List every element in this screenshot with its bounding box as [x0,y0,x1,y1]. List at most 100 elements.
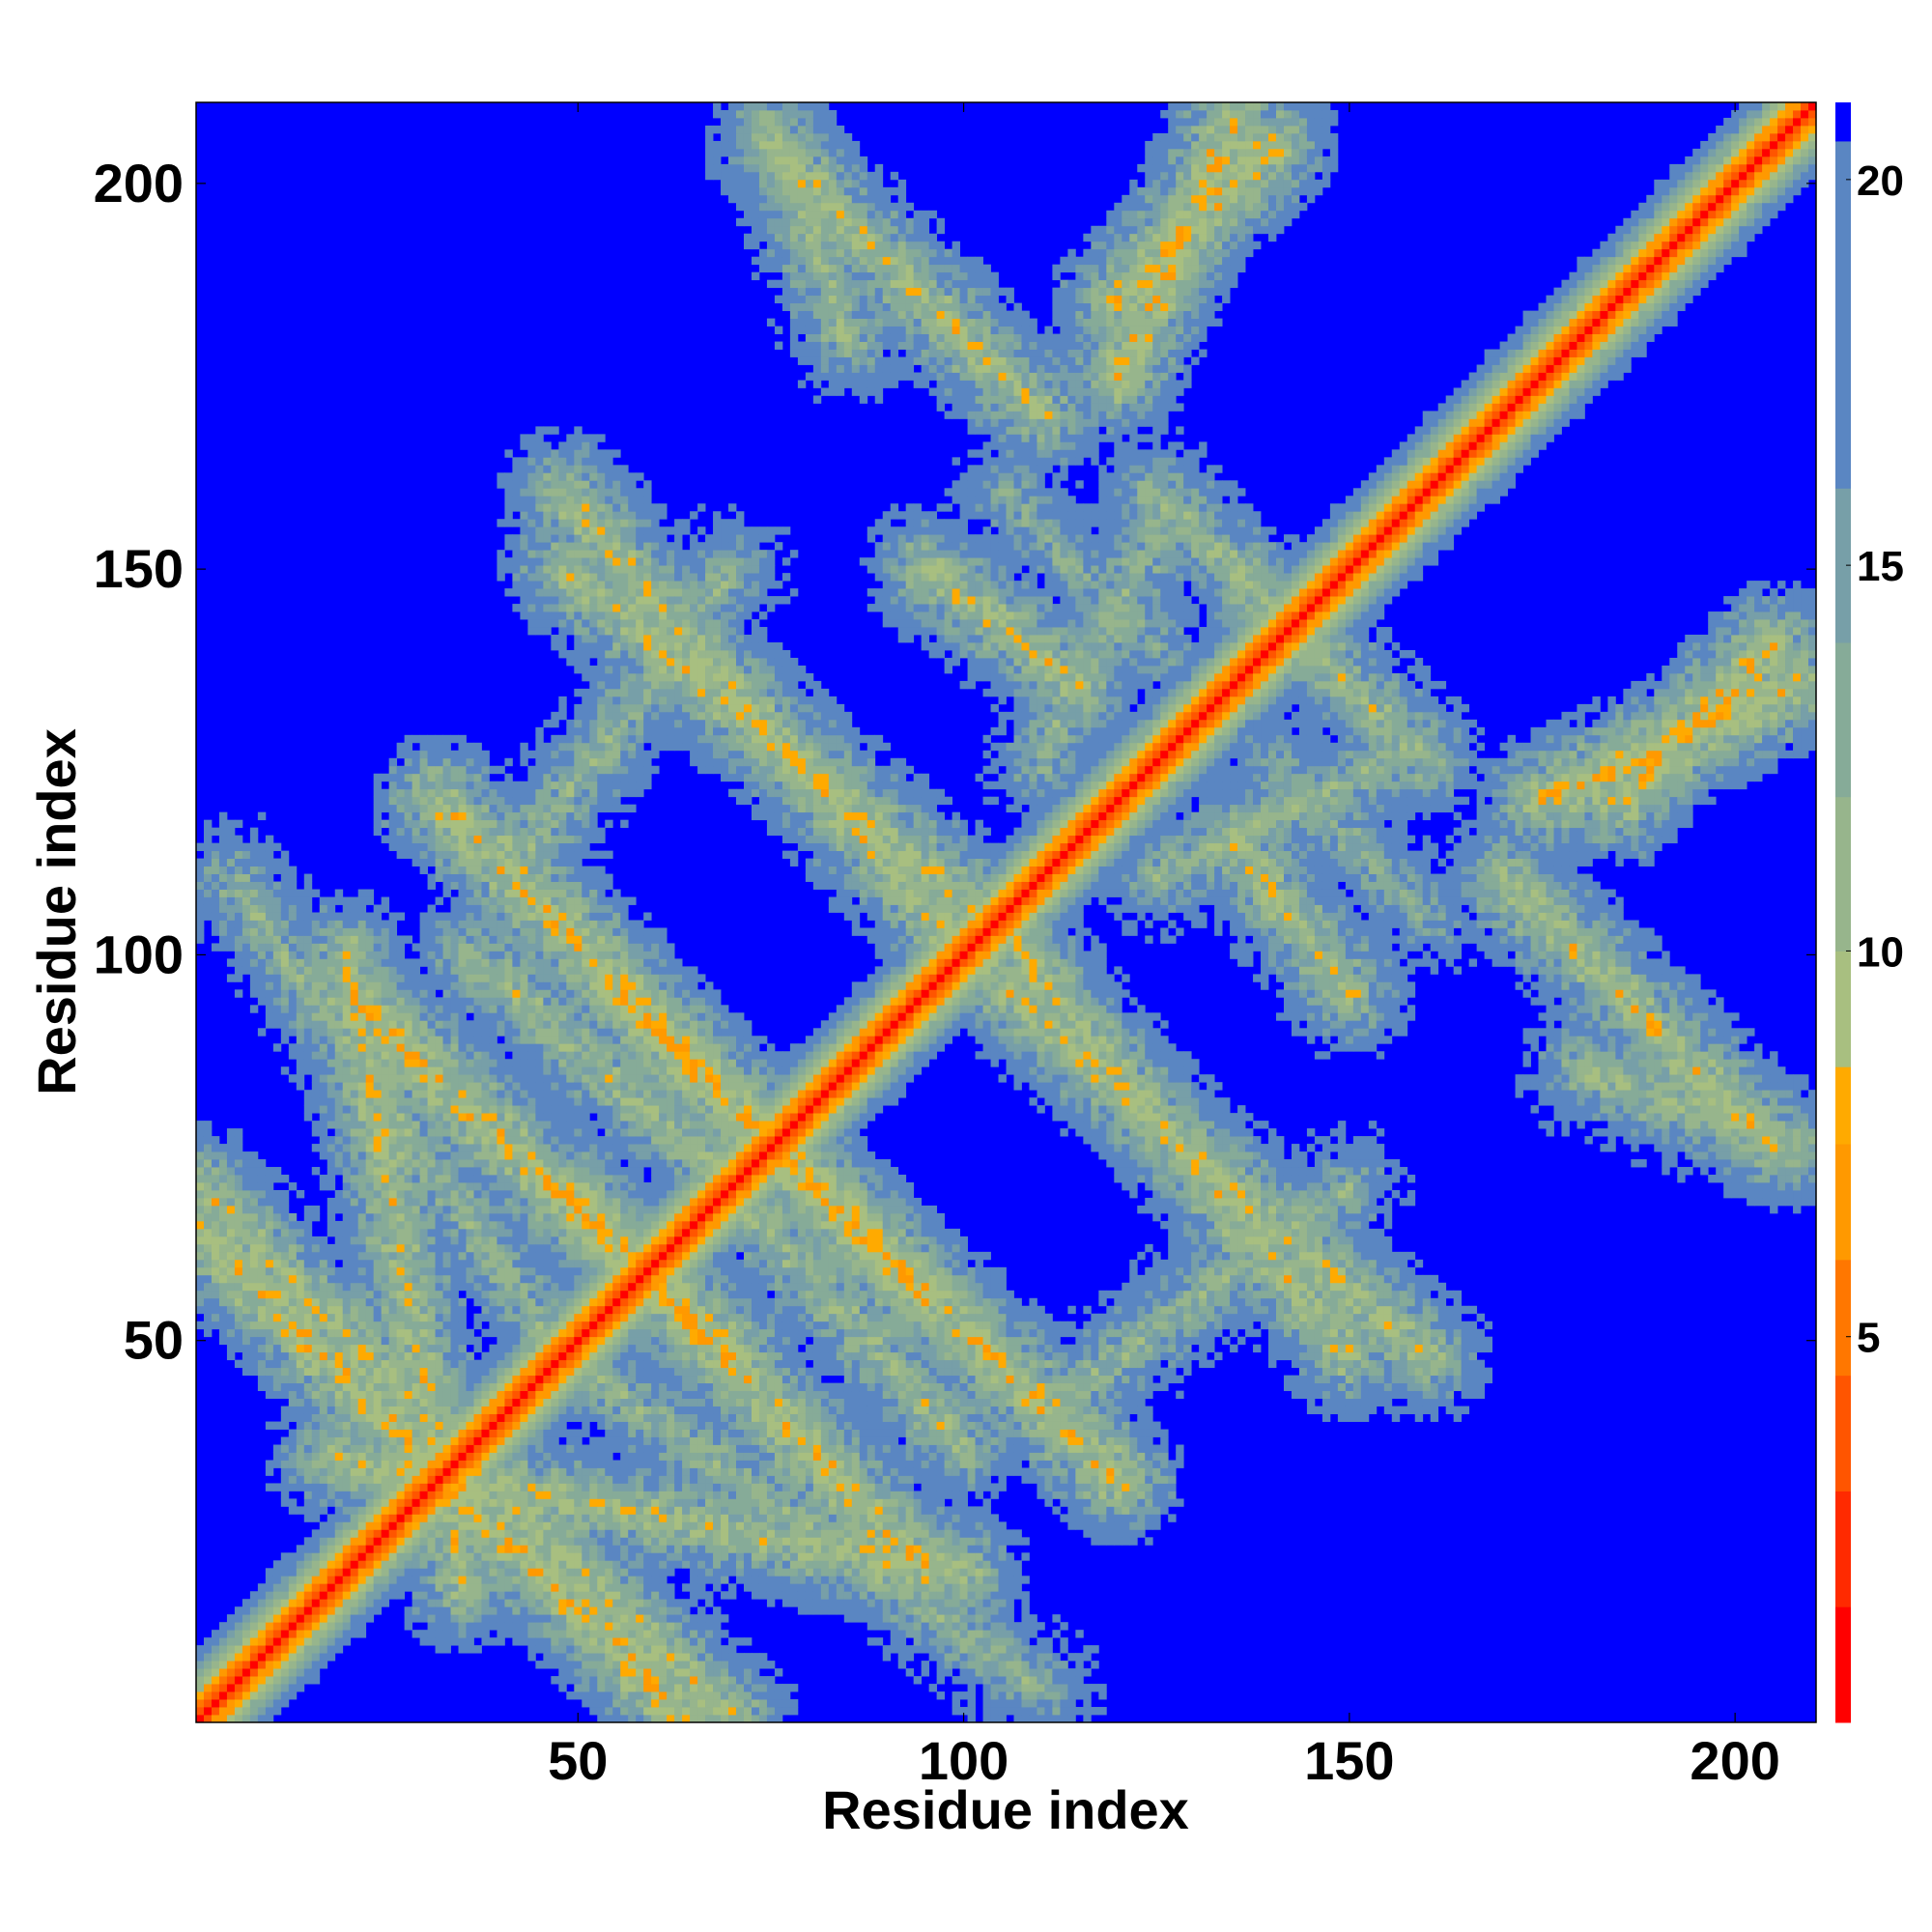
heatmap-cell [365,1305,375,1315]
heatmap-cell [388,1197,398,1207]
heatmap-cell [481,1491,490,1499]
heatmap-cell [373,1297,383,1307]
heatmap-cell [520,503,528,512]
heatmap-cell [535,557,544,566]
heatmap-cell [327,935,336,944]
heatmap-cell [265,1290,274,1299]
heatmap-cell [373,1406,383,1414]
heatmap-cell [450,1591,459,1600]
heatmap-cell [296,1059,305,1067]
heatmap-cell [388,1228,398,1237]
heatmap-cell [357,1537,367,1546]
heatmap-cell [442,819,451,829]
heatmap-cell [551,503,559,512]
heatmap-cell [558,1406,567,1414]
heatmap-cell [280,1382,290,1392]
heatmap-cell [566,1475,575,1484]
heatmap-cell [427,1444,436,1453]
heatmap-cell [296,1583,305,1592]
heatmap-cell [234,1290,243,1299]
heatmap-cell [450,1005,459,1013]
heatmap-cell [365,1537,375,1546]
heatmap-cell [497,1491,505,1499]
heatmap-cell [412,1297,420,1307]
heatmap-cell [489,1328,497,1338]
heatmap-cell [388,1036,398,1044]
heatmap-cell [427,1521,436,1530]
heatmap-cell [373,1220,383,1230]
heatmap-cell [365,1066,375,1075]
heatmap-cell [489,981,497,990]
heatmap-cell [450,1236,459,1245]
heatmap-cell [489,1220,497,1230]
heatmap-cell [450,734,459,744]
heatmap-cell [520,1452,528,1461]
heatmap-cell [404,1514,412,1522]
heatmap-cell [489,1012,497,1021]
heatmap-cell [196,1220,205,1230]
heatmap-cell [319,1568,328,1577]
heatmap-cell [388,1243,398,1253]
heatmap-cell [280,1321,290,1330]
heatmap-cell [350,1036,359,1044]
heatmap-cell [396,1274,406,1284]
heatmap-cell [381,1059,390,1067]
heatmap-cell [327,1498,336,1507]
heatmap-cell [427,850,436,859]
heatmap-cell [381,966,390,975]
heatmap-cell [342,1514,352,1522]
heatmap-cell [558,1228,567,1237]
heatmap-cell [381,974,390,982]
heatmap-cell [527,1336,536,1346]
heatmap-cell [466,1159,474,1168]
heatmap-cell [419,1599,428,1607]
heatmap-cell [272,858,282,867]
heatmap-cell [520,534,528,543]
heatmap-cell [435,896,443,905]
heatmap-cell [450,781,459,790]
heatmap-cell [497,796,505,806]
heatmap-cell [450,750,459,759]
heatmap-cell [558,1622,567,1631]
heatmap-cell [265,1274,274,1284]
heatmap-cell [196,1691,205,1700]
heatmap-cell [551,1144,559,1152]
heatmap-cell [512,542,521,551]
heatmap-cell [558,550,567,558]
heatmap-cell [327,1568,336,1577]
heatmap-cell [566,788,575,798]
heatmap-cell [551,1637,559,1646]
heatmap-cell [481,920,490,928]
heatmap-cell [497,1591,505,1600]
heatmap-cell [442,1467,451,1476]
heatmap-cell [442,757,451,767]
heatmap-cell [311,889,321,897]
heatmap-cell [535,1274,544,1284]
heatmap-cell [543,1436,552,1445]
heatmap-cell [535,1066,544,1075]
heatmap-cell [288,920,298,928]
heatmap-cell [249,981,259,990]
heatmap-cell [234,1259,243,1268]
heatmap-cell [512,827,521,837]
heatmap-cell [280,1676,290,1685]
heatmap-cell [288,866,298,874]
heatmap-cell [527,912,536,921]
heatmap-cell [458,873,467,882]
heatmap-cell [527,750,536,759]
heatmap-cell [450,1128,459,1137]
heatmap-cell [388,835,398,844]
heatmap-cell [504,1212,513,1222]
heatmap-cell [327,912,336,921]
heatmap-cell [489,1421,497,1430]
heatmap-cell [396,1151,406,1160]
heatmap-cell [327,1452,336,1461]
heatmap-cell [435,966,443,975]
heatmap-cell [435,796,443,806]
heatmap-cell [481,1259,490,1268]
heatmap-cell [211,904,220,913]
heatmap-cell [497,1344,505,1353]
heatmap-cell [327,1282,336,1292]
heatmap-cell [381,1421,390,1430]
heatmap-cell [535,1082,544,1091]
